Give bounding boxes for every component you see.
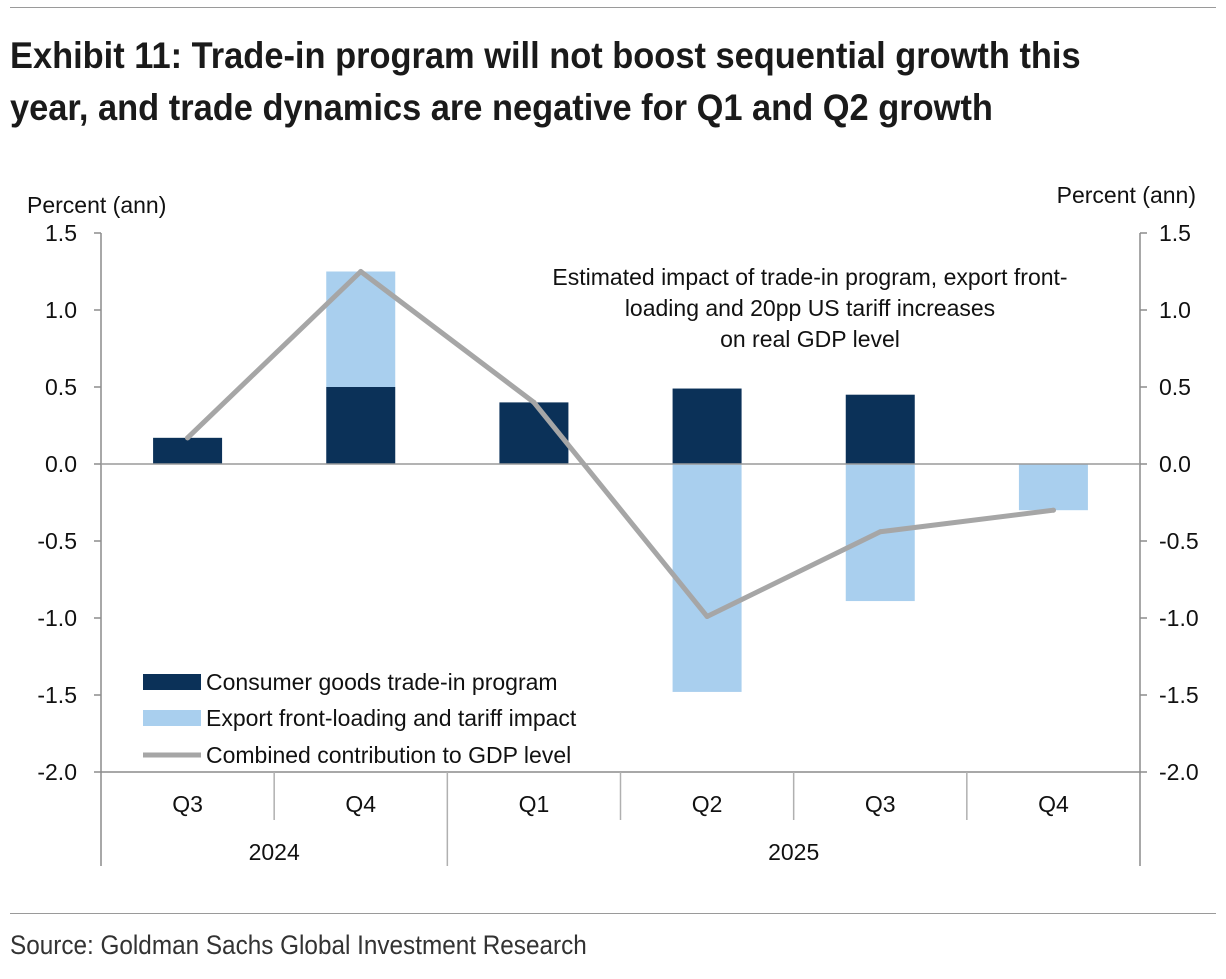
- y-tick-label-right: 1.5: [1159, 220, 1191, 246]
- annotation-line-2: loading and 20pp US tariff increases: [625, 295, 995, 321]
- chart-title-line-2: year, and trade dynamics are negative fo…: [10, 87, 993, 128]
- top-rule: [10, 7, 1216, 8]
- annotation-line-1: Estimated impact of trade-in program, ex…: [552, 264, 1067, 290]
- bar-export-tariff: [672, 464, 742, 692]
- y-tick-label-right: -1.5: [1159, 682, 1199, 708]
- x-year-label: 2025: [768, 839, 819, 865]
- chart-title-line-1: Exhibit 11: Trade-in program will not bo…: [10, 35, 1081, 76]
- x-tick-label: Q4: [1038, 791, 1069, 817]
- y-tick-label-left: 1.0: [45, 297, 77, 323]
- combined-contribution-point: [1050, 507, 1056, 513]
- y-tick-label-left: -0.5: [37, 528, 77, 554]
- legend-label-1: Consumer goods trade-in program: [206, 669, 558, 695]
- bar-trade-in: [326, 387, 396, 464]
- x-tick-label: Q3: [172, 791, 203, 817]
- bottom-rule: [10, 913, 1216, 914]
- y-tick-label-right: 0.5: [1159, 374, 1191, 400]
- legend-label-3: Combined contribution to GDP level: [206, 742, 571, 768]
- bar-trade-in: [845, 394, 915, 464]
- x-tick-label: Q2: [692, 791, 723, 817]
- y-tick-label-left: 0.0: [45, 451, 77, 477]
- combined-contribution-point: [704, 613, 710, 619]
- legend-label-2: Export front-loading and tariff impact: [206, 705, 577, 731]
- bar-trade-in: [672, 388, 742, 464]
- y-tick-label-right: 1.0: [1159, 297, 1191, 323]
- combined-contribution-point: [358, 269, 364, 274]
- legend-swatch-2: [143, 710, 201, 726]
- y-axis-right-title: Percent (ann): [1057, 182, 1196, 208]
- x-year-label: 2024: [249, 839, 300, 865]
- x-tick-label: Q1: [519, 791, 550, 817]
- y-tick-label-right: -0.5: [1159, 528, 1199, 554]
- annotation-line-3: on real GDP level: [720, 326, 900, 352]
- legend-swatch-1: [143, 674, 201, 690]
- y-tick-label-left: 0.5: [45, 374, 77, 400]
- y-tick-label-left: 1.5: [45, 220, 77, 246]
- x-tick-label: Q4: [345, 791, 376, 817]
- bar-export-tariff: [1018, 464, 1088, 511]
- chart-title: Exhibit 11: Trade-in program will not bo…: [10, 30, 1126, 134]
- y-tick-label-right: -2.0: [1159, 759, 1199, 785]
- y-tick-label-left: -1.0: [37, 605, 77, 631]
- y-tick-label-right: 0.0: [1159, 451, 1191, 477]
- combined-contribution-point: [877, 529, 883, 535]
- y-tick-label-right: -1.0: [1159, 605, 1199, 631]
- y-axis-left-title: Percent (ann): [27, 192, 166, 218]
- x-tick-label: Q3: [865, 791, 896, 817]
- source-note: Source: Goldman Sachs Global Investment …: [10, 930, 587, 960]
- y-tick-label-left: -1.5: [37, 682, 77, 708]
- bar-trade-in: [153, 437, 223, 464]
- combined-contribution-line: [185, 269, 1056, 619]
- combined-contribution-point: [531, 399, 537, 405]
- combined-contribution-point: [185, 435, 191, 441]
- y-tick-label-left: -2.0: [37, 759, 77, 785]
